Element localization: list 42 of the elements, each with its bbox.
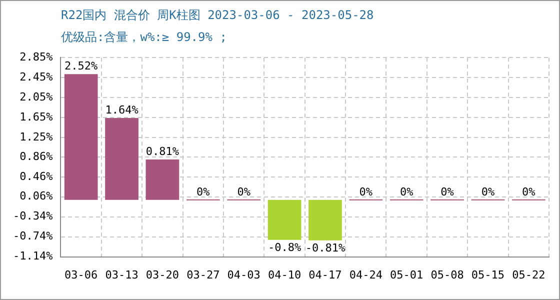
chart-subtitle: 优级品:含量，w%:≥ 99.9% ;	[61, 29, 227, 46]
y-tick-label: 0.46%	[20, 170, 54, 183]
data-label: 0%	[440, 186, 454, 199]
data-label: 0%	[481, 186, 495, 199]
x-tick-label: 05-22	[512, 268, 546, 282]
data-label: -0.81%	[305, 242, 346, 255]
y-tick-label: 1.25%	[20, 130, 54, 144]
y-tick-label: 0.06%	[20, 190, 54, 203]
x-tick-label: 03-20	[146, 268, 180, 282]
x-tick-label: 05-01	[390, 268, 424, 282]
y-tick-label: 0.86%	[20, 150, 54, 163]
x-tick-label: 03-27	[186, 268, 220, 282]
x-tick-label: 04-24	[349, 268, 383, 282]
data-label: 0%	[196, 186, 210, 199]
y-tick-label: 1.65%	[20, 110, 54, 124]
data-label: 2.52%	[64, 59, 98, 72]
data-label: 0%	[400, 186, 414, 199]
data-label: -0.8%	[268, 241, 302, 254]
x-tick-label: 05-15	[471, 268, 505, 282]
x-tick-label: 04-10	[268, 268, 302, 282]
data-label: 1.64%	[105, 103, 139, 116]
bar	[268, 200, 302, 240]
y-tick-label: -0.74%	[12, 230, 54, 243]
bar	[146, 159, 180, 200]
y-tick-label: -0.34%	[12, 210, 54, 223]
x-tick-label: 03-13	[105, 268, 138, 282]
y-tick-label: 2.05%	[20, 90, 54, 104]
x-tick-label: 04-17	[308, 268, 342, 282]
chart-title: R22国内 混合价 周K柱图 2023-03-06 - 2023-05-28	[61, 7, 374, 24]
data-label: 0%	[522, 186, 536, 199]
y-tick-label: 2.85%	[20, 50, 54, 64]
data-label: 0%	[237, 186, 251, 199]
x-tick-label: 03-06	[64, 268, 98, 282]
data-label: 0.81%	[146, 144, 180, 158]
bar	[64, 74, 98, 200]
bar	[105, 118, 138, 200]
x-tick-label: 04-03	[227, 268, 260, 282]
bar	[308, 200, 342, 240]
y-tick-label: 2.45%	[20, 70, 54, 84]
y-tick-label: -1.14%	[12, 250, 54, 263]
data-label: 0%	[359, 186, 373, 199]
x-tick-label: 05-08	[430, 268, 464, 282]
